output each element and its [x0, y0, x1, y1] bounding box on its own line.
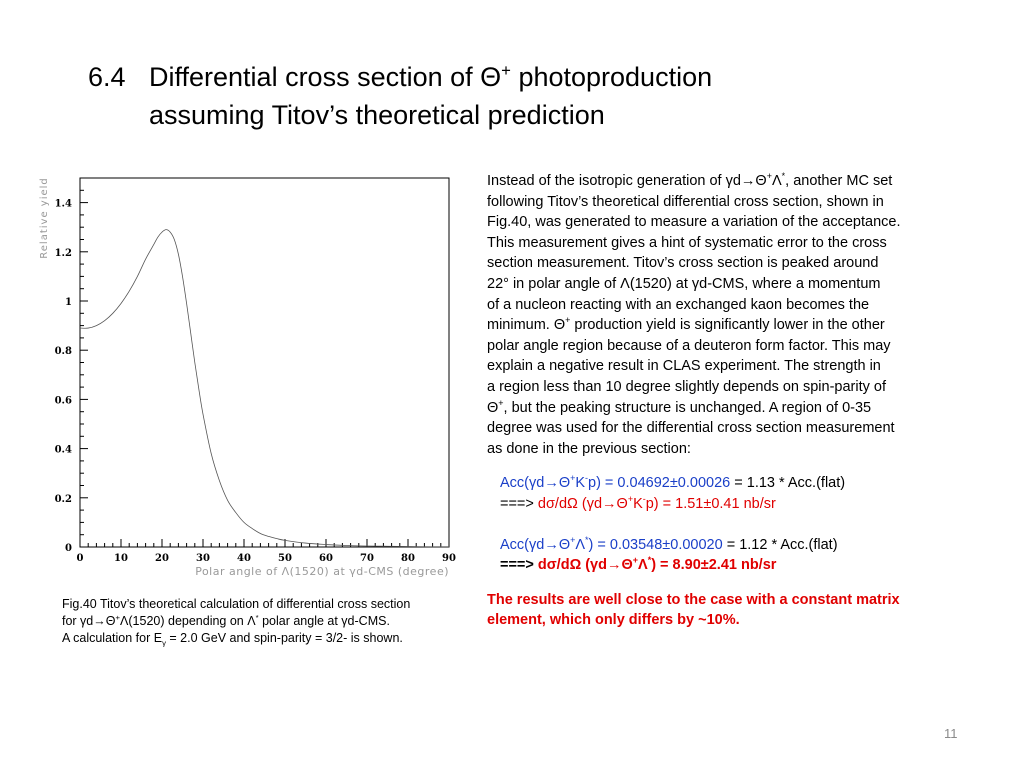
text-line: degree was used for the differential cro… — [487, 420, 895, 437]
x-tick-label: 90 — [442, 553, 456, 564]
text-line: Instead of the isotropic generation of γ… — [487, 171, 893, 189]
acceptance-kp-line: Acc(γd→Θ+K-p) = 0.04692±0.00026 = 1.13 *… — [500, 473, 846, 492]
text-line: minimum. Θ+ production yield is signific… — [487, 315, 885, 334]
text-line: Θ+, but the peaking structure is unchang… — [487, 397, 872, 416]
y-tick-label: 0.8 — [55, 346, 72, 357]
text-line: as done in the previous section: — [487, 440, 691, 457]
x-tick-label: 50 — [278, 553, 292, 564]
y-tick-label: 1.2 — [55, 248, 72, 259]
title-line-1: Differential cross section of Θ+ photopr… — [149, 61, 713, 92]
page-number: 11 — [944, 726, 958, 741]
y-tick-label: 0.2 — [55, 494, 72, 505]
x-tick-label: 30 — [196, 553, 210, 564]
text-line: of a nucleon reacting with an exchanged … — [487, 296, 870, 313]
conclusion-line-2: element, which only differs by ~10%. — [487, 612, 740, 629]
title-line-2: assuming Titov’s theoretical prediction — [149, 100, 605, 130]
y-axis-label: Relative yield — [39, 177, 50, 258]
x-tick-label: 80 — [401, 553, 415, 564]
x-tick-label: 20 — [155, 553, 169, 564]
text-line: This measurement gives a hint of systema… — [487, 234, 887, 251]
text-line: a region less than 10 degree slightly de… — [487, 378, 887, 395]
caption-line-1: Fig.40 Titov’s theoretical calculation o… — [62, 597, 411, 611]
text-line: polar angle region because of a deuteron… — [487, 337, 891, 354]
y-tick-label: 1.4 — [55, 199, 72, 210]
x-tick-label: 40 — [237, 553, 251, 564]
text-line: Fig.40, was generated to measure a varia… — [487, 214, 901, 231]
x-tick-label: 70 — [360, 553, 374, 564]
explanation-text: Instead of the isotropic generation of γ… — [487, 171, 987, 631]
caption-line-3: A calculation for Eγ = 2.0 GeV and spin-… — [62, 631, 403, 648]
text-line: explain a negative result in CLAS experi… — [487, 358, 881, 375]
caption-line-2: for γd→Θ+Λ(1520) depending on Λ* polar a… — [62, 612, 390, 628]
x-tick-label: 10 — [114, 553, 128, 564]
text-line: section measurement. Titov’s cross secti… — [487, 255, 879, 272]
text-line: following Titov’s theoretical differenti… — [487, 193, 884, 210]
text-line: 22° in polar angle of Λ(1520) at γd-CMS,… — [487, 275, 881, 292]
y-tick-label: 0.4 — [55, 445, 72, 456]
x-tick-label: 60 — [319, 553, 333, 564]
cross-section-chart: Relative yield Polar angle of Λ(1520) at… — [39, 177, 456, 578]
acceptance-lambda-line: Acc(γd→Θ+Λ*) = 0.03548±0.00020 = 1.12 * … — [500, 534, 838, 553]
y-tick-label: 0.6 — [55, 395, 72, 406]
conclusion-line-1: The results are well close to the case w… — [487, 591, 900, 608]
figure-caption: Fig.40 Titov’s theoretical calculation o… — [62, 596, 410, 647]
x-tick-label: 0 — [77, 553, 84, 564]
y-tick-label: 1 — [65, 297, 72, 308]
section-number: 6.4 — [88, 62, 126, 92]
series-curve — [79, 229, 450, 548]
result-kp-line: ===> dσ/dΩ (γd→Θ+K-p) = 1.51±0.41 nb/sr — [500, 494, 776, 512]
plot-frame — [79, 177, 450, 548]
result-lambda-line: ===> dσ/dΩ (γd→Θ+Λ*) = 8.90±2.41 nb/sr — [500, 555, 777, 574]
x-axis-label: Polar angle of Λ(1520) at γd-CMS (degree… — [195, 565, 449, 578]
y-tick-label: 0 — [65, 543, 72, 554]
